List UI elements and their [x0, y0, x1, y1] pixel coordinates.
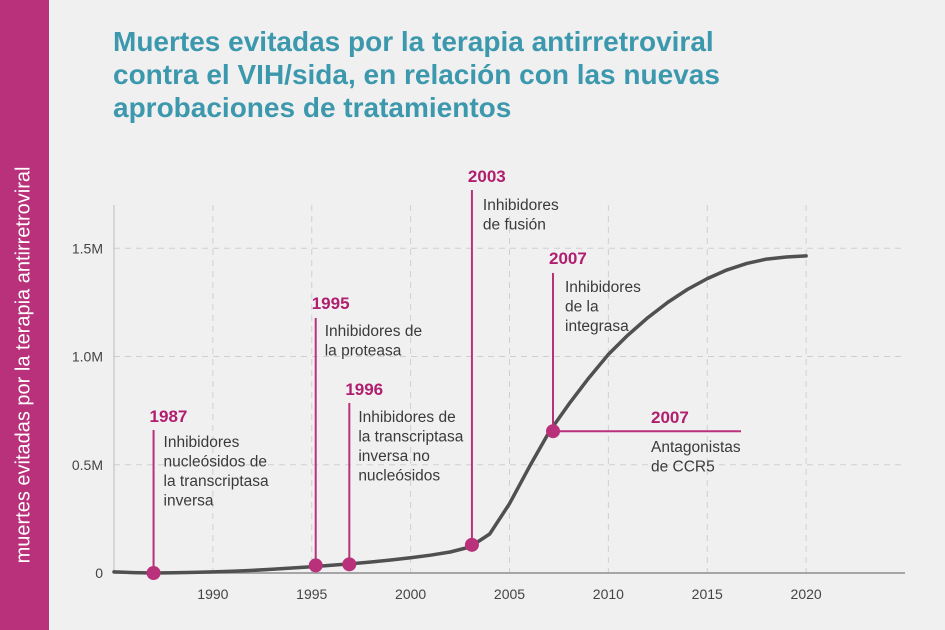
- annotation-text-line: nucleósidos de: [164, 454, 267, 471]
- annotations: 1987 Inhibidores nucleósidos de la transcri…: [146, 167, 741, 580]
- x-tick-label: 2010: [593, 586, 624, 602]
- annotation-text: Inhibidores de la integrasa: [565, 279, 641, 335]
- chart-title: Muertes evitadas por la terapia antirret…: [113, 26, 720, 123]
- annotation-marker: [308, 558, 323, 573]
- x-tick-label: 1995: [296, 586, 327, 602]
- annotation-marker: [464, 537, 479, 552]
- annotation-text-line: la transcriptasa: [358, 429, 463, 446]
- y-tick-label: 1.5M: [72, 240, 103, 256]
- y-tick-label: 1.0M: [72, 349, 103, 365]
- annotation-year: 2007: [549, 249, 587, 268]
- annotation-marker: [546, 424, 561, 439]
- annotation-year: 1995: [312, 294, 350, 313]
- annotation-text-line: integrasa: [565, 318, 629, 335]
- annotation-1995: 1995 Inhibidores de la proteasa: [312, 294, 422, 566]
- annotation-text-line: Inhibidores de: [325, 323, 422, 340]
- annotation-marker: [146, 566, 161, 580]
- y-tick-label: 0: [95, 565, 103, 581]
- x-tick-label: 2005: [494, 586, 525, 602]
- annotation-year: 1987: [150, 407, 188, 426]
- annotation-year: 2007: [651, 408, 689, 427]
- annotation-2007: 2007 Inhibidores de la integrasa: [549, 249, 641, 432]
- annotation-year: 1996: [345, 380, 383, 399]
- annotation-text: Inhibidores nucleósidos de la transcriptas…: [164, 434, 269, 510]
- annotation-text-line: Antagonistas: [651, 439, 741, 456]
- x-tick-label: 2000: [395, 586, 426, 602]
- annotation-text-line: nucleósidos: [358, 468, 440, 485]
- annotation-text-line: Inhibidores: [565, 279, 641, 296]
- annotation-text: Inhibidores de la proteasa: [325, 323, 422, 360]
- x-tick-label: 1990: [197, 586, 228, 602]
- annotation-text-line: inversa no: [358, 448, 430, 465]
- series-line: [112, 254, 808, 575]
- annotation-2003: 2003 Inhibidores de fusión: [468, 167, 559, 545]
- annotation-text-line: la proteasa: [325, 343, 402, 360]
- grid: [114, 205, 905, 573]
- x-tick-label: 2020: [791, 586, 822, 602]
- annotation-1987: 1987 Inhibidores nucleósidos de la transcri…: [150, 407, 269, 573]
- annotation-text-line: de fusión: [483, 217, 546, 234]
- annotation-text-line: de la: [565, 299, 599, 316]
- annotation-2007: 2007 Antagonistas de CCR5: [553, 408, 741, 476]
- series: [112, 254, 808, 575]
- side-band: muertes evitadas por la terapia antirret…: [0, 0, 49, 630]
- annotation-year: 2003: [468, 167, 506, 186]
- axes: 1990 1995 2000 2005 2010 2015 2020 0 0.5M 1.0M 1.5…: [72, 205, 905, 602]
- annotation-text: Inhibidores de fusión: [483, 197, 559, 234]
- x-tick-label: 2015: [692, 586, 723, 602]
- annotation-text: Inhibidores de la transcriptasa inversa no…: [358, 409, 463, 485]
- annotation-text-line: Inhibidores: [164, 434, 240, 451]
- annotation-text-line: Inhibidores: [483, 197, 559, 214]
- annotation-text-line: inversa: [164, 493, 214, 510]
- annotation-text-line: Inhibidores de: [358, 409, 455, 426]
- annotation-1996: 1996 Inhibidores de la transcriptasa invers…: [345, 380, 464, 565]
- annotation-text-line: la transcriptasa: [164, 473, 269, 490]
- annotation-text: Antagonistas de CCR5: [651, 439, 741, 476]
- annotation-text-line: de CCR5: [651, 459, 715, 476]
- y-tick-label: 0.5M: [72, 457, 103, 473]
- annotation-marker: [342, 557, 357, 572]
